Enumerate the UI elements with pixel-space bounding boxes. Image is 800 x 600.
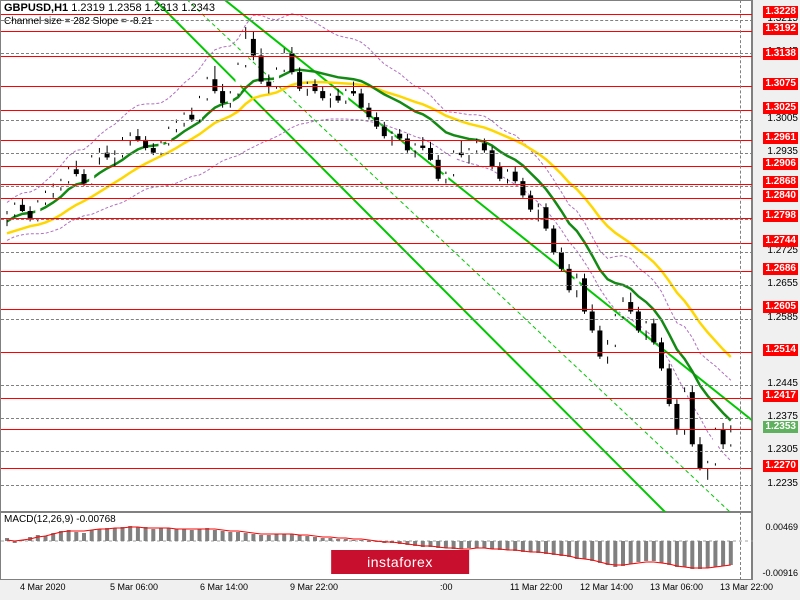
level-price-label: 1.2270	[763, 460, 798, 472]
level-price-label: 1.3228	[763, 6, 798, 18]
watermark: instaforex	[331, 550, 469, 574]
y-tick-label: 1.2585	[767, 313, 798, 323]
level-price-label: 1.2605	[763, 301, 798, 313]
y-tick-label: 1.2725	[767, 246, 798, 256]
level-price-label: 1.2686	[763, 263, 798, 275]
x-tick-label: 4 Mar 2020	[20, 582, 66, 592]
resistance-level-line	[1, 140, 753, 141]
gridline	[1, 153, 753, 154]
level-price-label: 1.3192	[763, 23, 798, 35]
resistance-level-line	[1, 31, 753, 32]
resistance-level-line	[1, 243, 753, 244]
current-time-line	[740, 0, 741, 580]
macd-tick-label: -0.00916	[762, 568, 798, 578]
level-price-label: 1.3075	[763, 78, 798, 90]
level-price-label: 1.2514	[763, 344, 798, 356]
gridline	[1, 285, 753, 286]
resistance-level-line	[1, 468, 753, 469]
chart-header: GBPUSD,H1 1.2319 1.2358 1.2313 1.2343	[4, 2, 215, 14]
y-tick-label: 1.2445	[767, 379, 798, 389]
macd-tick-label: 0.00469	[765, 522, 798, 532]
x-tick-label: 13 Mar 06:00	[650, 582, 703, 592]
y-tick-label: 1.2235	[767, 479, 798, 489]
gridline	[1, 252, 753, 253]
macd-label: MACD(12,26,9) -0.00768	[4, 514, 116, 525]
x-tick-label: 13 Mar 22:00	[720, 582, 773, 592]
x-tick-label: 5 Mar 06:00	[110, 582, 158, 592]
gridline	[1, 120, 753, 121]
resistance-level-line	[1, 309, 753, 310]
level-price-label: 1.2798	[763, 210, 798, 222]
level-price-label: 1.2906	[763, 158, 798, 170]
resistance-level-line	[1, 184, 753, 185]
y-tick-label: 1.2655	[767, 279, 798, 289]
resistance-level-line	[1, 352, 753, 353]
gridline	[1, 319, 753, 320]
resistance-level-line	[1, 86, 753, 87]
resistance-level-line	[1, 271, 753, 272]
level-price-label: 1.2961	[763, 132, 798, 144]
level-price-label: 1.3025	[763, 102, 798, 114]
gridline	[1, 418, 753, 419]
y-tick-label: 1.3005	[767, 114, 798, 124]
resistance-level-line	[1, 166, 753, 167]
gridline	[1, 219, 753, 220]
gridline	[1, 186, 753, 187]
x-tick-label: 12 Mar 14:00	[580, 582, 633, 592]
x-tick-label: 11 Mar 22:00	[510, 582, 562, 592]
gridline	[1, 53, 753, 54]
resistance-level-line	[1, 429, 753, 430]
level-price-label: 1.3138	[763, 48, 798, 60]
y-axis: 1.32151.31451.30751.30051.29351.28651.27…	[752, 0, 800, 580]
symbol-timeframe: GBPUSD,H1	[4, 2, 68, 14]
level-price-label: 1.2417	[763, 390, 798, 402]
gridline	[1, 451, 753, 452]
y-tick-label: 1.2935	[767, 147, 798, 157]
resistance-level-line	[1, 110, 753, 111]
level-price-label: 1.2744	[763, 235, 798, 247]
channel-info: Channel size = 282 Slope = -8.21	[4, 16, 152, 27]
level-price-label: 1.2868	[763, 176, 798, 188]
x-tick-label: 6 Mar 14:00	[200, 582, 248, 592]
ohlc-values: 1.2319 1.2358 1.2313 1.2343	[71, 2, 215, 14]
level-price-label: 1.2840	[763, 190, 798, 202]
chart-container: GBPUSD,H1 1.2319 1.2358 1.2313 1.2343 Ch…	[0, 0, 800, 600]
gridline	[1, 485, 753, 486]
resistance-level-line	[1, 218, 753, 219]
x-tick-label: 9 Mar 22:00	[290, 582, 338, 592]
level-price-label: 1.2353	[763, 421, 798, 433]
resistance-level-line	[1, 56, 753, 57]
price-svg	[1, 1, 753, 513]
x-tick-label: :00	[440, 582, 453, 592]
resistance-level-line	[1, 398, 753, 399]
y-tick-label: 1.2305	[767, 445, 798, 455]
gridline	[1, 385, 753, 386]
price-chart-area[interactable]	[0, 0, 752, 512]
resistance-level-line	[1, 198, 753, 199]
